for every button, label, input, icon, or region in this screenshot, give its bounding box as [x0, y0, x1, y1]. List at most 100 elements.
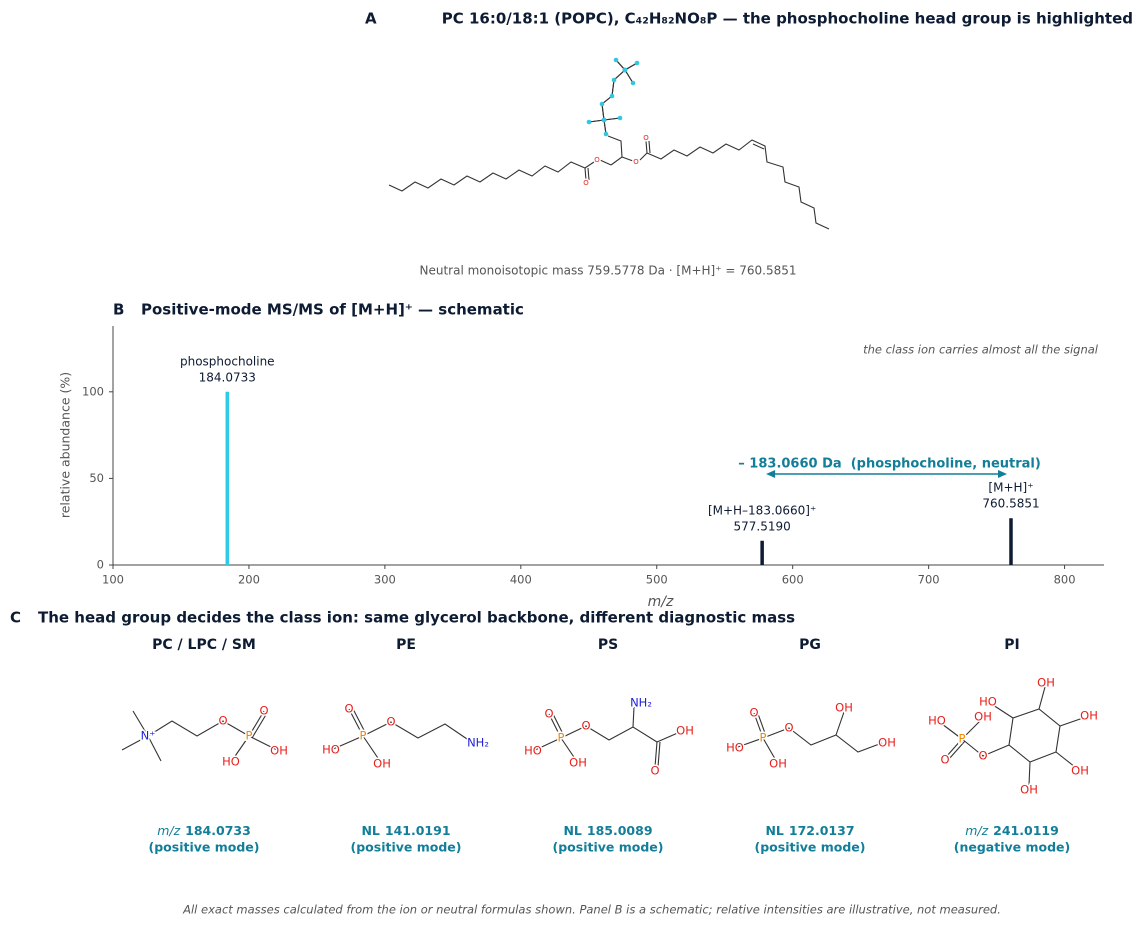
atom-label: NH₂ — [630, 696, 652, 710]
atom-label: O — [749, 706, 758, 720]
atom-dot — [622, 67, 628, 73]
y-axis-label: relative abundance (%) — [58, 372, 73, 518]
x-tick-label: 100 — [102, 573, 124, 587]
bond — [624, 62, 638, 71]
bond — [147, 720, 250, 737]
atom-label: P — [558, 731, 565, 745]
panel-letter: A — [365, 10, 377, 28]
x-tick-label: 600 — [782, 573, 804, 587]
atom-label: O — [978, 749, 987, 763]
bond — [362, 735, 383, 765]
bond — [621, 156, 634, 162]
atom-label: NH₂ — [467, 736, 489, 750]
arrow-head — [766, 470, 776, 478]
atom-label: O — [583, 179, 589, 187]
atom-label: O — [386, 715, 395, 729]
ion-mode: (negative mode) — [954, 840, 1070, 855]
bond — [734, 737, 764, 749]
bond — [656, 731, 681, 743]
class-name: PC / LPC / SM — [152, 637, 256, 653]
bond — [560, 725, 658, 743]
bond — [657, 741, 661, 768]
atom-dot — [586, 119, 592, 125]
peak-name: phosphocholine — [180, 354, 275, 368]
atom-label: OH — [270, 744, 288, 758]
bond — [1055, 751, 1076, 768]
bond — [762, 737, 779, 765]
atom-label: OH — [569, 756, 587, 770]
atom-label: O — [594, 156, 600, 164]
annotation: – 183.0660 Da (phosphocholine, neutral) — [738, 457, 1041, 472]
panel-letter: C — [10, 609, 21, 627]
atom-dot — [599, 101, 605, 107]
bond — [362, 721, 471, 742]
footer-note: All exact masses calculated from the ion… — [182, 903, 1001, 917]
atom-label: P — [760, 731, 767, 745]
atom-dot — [617, 115, 623, 121]
y-tick-label: 100 — [82, 384, 104, 398]
diagnostic-mass: NL 141.0191 — [361, 823, 450, 838]
atom-label: HO — [979, 695, 997, 709]
bond — [560, 737, 579, 764]
atom-label: OH — [878, 736, 896, 750]
bond — [632, 706, 635, 728]
class-name: PG — [799, 637, 821, 653]
atom-label: OH — [1080, 709, 1098, 723]
x-tick-label: 300 — [374, 573, 396, 587]
mass-prefix: m/z — [157, 823, 180, 838]
ion-mode: (positive mode) — [351, 840, 462, 855]
class-name: PS — [598, 637, 618, 653]
bond — [1059, 717, 1084, 727]
bond — [348, 708, 364, 737]
atom-label: OH — [1037, 676, 1055, 690]
bond — [753, 712, 764, 739]
bond — [230, 735, 250, 763]
atom-dot — [603, 131, 609, 137]
x-tick-label: 500 — [646, 573, 668, 587]
ion-mode: (positive mode) — [755, 840, 866, 855]
atom-label: O — [940, 753, 949, 767]
bond — [835, 711, 845, 736]
atom-label: HO — [726, 741, 744, 755]
atom-dot — [611, 77, 617, 83]
x-tick-label: 200 — [238, 573, 260, 587]
diagnostic-mass: NL 185.0089 — [563, 823, 652, 838]
bond — [961, 720, 981, 740]
atom-label: OH — [974, 710, 992, 724]
bond — [948, 740, 966, 760]
atom-label: OH — [373, 757, 391, 771]
panel-title: The head group decides the class ion: sa… — [38, 609, 795, 627]
panel-letter: B — [113, 301, 124, 319]
atom-label: N⁺ — [141, 729, 156, 743]
bond — [351, 706, 367, 735]
atom-label: HO — [322, 743, 340, 757]
atom-label: O — [650, 764, 659, 778]
bond — [388, 161, 595, 192]
atom-label: OH — [835, 701, 853, 715]
atom-label: HO — [524, 744, 542, 758]
chart-title: Positive-mode MS/MS of [M+H]⁺ — schemati… — [141, 301, 524, 319]
bond — [132, 710, 149, 737]
bond — [330, 735, 364, 751]
mass-value: 184.0733 — [185, 823, 251, 838]
ion-mode: (positive mode) — [553, 840, 664, 855]
atom-label: O — [581, 719, 590, 733]
mass-value: 185.0089 — [587, 823, 653, 838]
chart-note: the class ion carries almost all the sig… — [863, 343, 1099, 357]
arrow-head — [997, 470, 1007, 478]
bond — [624, 69, 634, 84]
atom-label: O — [784, 721, 793, 735]
atom-label: O — [633, 158, 639, 166]
bond — [752, 143, 765, 150]
bond — [1028, 761, 1031, 786]
mass-value: 141.0191 — [385, 823, 451, 838]
bond — [654, 741, 658, 768]
mass-prefix: NL — [361, 823, 379, 838]
bond — [248, 710, 265, 737]
atom-label: O — [544, 707, 553, 721]
bond — [532, 737, 562, 752]
bond — [584, 167, 587, 181]
atom-label: OH — [769, 757, 787, 771]
atom-dot — [634, 60, 640, 66]
